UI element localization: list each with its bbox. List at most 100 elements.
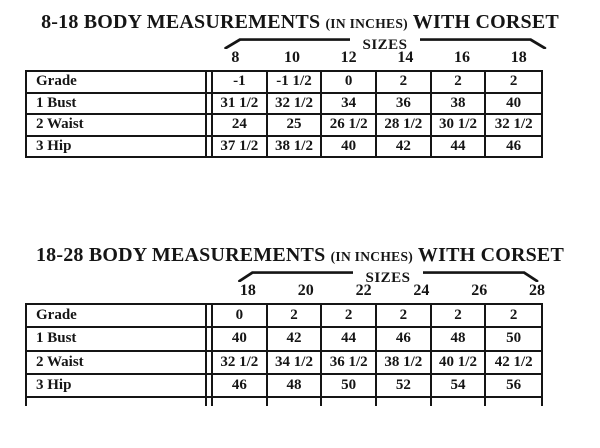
size-column-header: 22 [355, 282, 372, 299]
value-cell: 30 1/2 [431, 115, 487, 137]
value-cell: -1 [213, 72, 268, 94]
double-rule-spacer [207, 136, 213, 156]
value-cell: 56 [506, 376, 522, 393]
value-cell: 44 [432, 136, 487, 156]
table2-title-paren: (IN INCHES) [330, 249, 414, 264]
cutoff-row-stub [320, 398, 322, 406]
value-cell: 36 [377, 93, 432, 115]
measurement-table-1: Grade -1 -1 1/2 0 2 2 2 1 Bust 31 1/2 32… [25, 70, 543, 158]
table2-sizes-label: SIZES [365, 269, 411, 286]
value-cell: 38 1/2 [377, 351, 432, 375]
value-cell: 2 [322, 305, 377, 329]
double-rule-spacer [207, 305, 213, 329]
measurement-table-2: Grade 0 2 2 2 2 2 1 Bust 40 42 44 46 48 … [25, 303, 543, 398]
value-cell: -1 1/2 [267, 72, 323, 94]
value-cell: 32 1/2 [267, 93, 323, 115]
row-label-cell: Grade [27, 305, 207, 329]
double-rule-spacer [207, 93, 213, 115]
size-column-header: 8 [231, 49, 240, 66]
cutoff-row-stub [375, 398, 377, 406]
size-column-header: 20 [297, 282, 314, 299]
table1-title-paren: (IN INCHES) [325, 16, 408, 31]
table1-size-headers: 8 10 12 14 16 18 [207, 49, 547, 67]
brace-left-line [224, 38, 351, 49]
value-cell: 32 1/2 [486, 115, 541, 137]
value-cell: 48 [431, 328, 487, 352]
row-label-cell: Grade [27, 72, 207, 94]
table2-size-headers: 18 20 22 24 26 28 [219, 282, 566, 300]
value-cell: 50 [486, 328, 541, 352]
double-rule-spacer [207, 72, 213, 94]
value-cell: 0 [322, 72, 377, 94]
table2-title-suffix: WITH CORSET [417, 244, 565, 266]
table1-title-suffix: WITH CORSET [412, 11, 559, 33]
value-cell: 28 1/2 [377, 115, 432, 137]
value-cell: 26 1/2 [322, 115, 377, 137]
value-cell: 40 [486, 94, 541, 115]
value-cell: 2 [486, 72, 541, 94]
value-cell: 42 [377, 136, 432, 156]
row-label-cell: 1 Bust [27, 328, 207, 352]
cutoff-row-stub [484, 398, 486, 406]
table1-sizes-label: SIZES [362, 36, 408, 53]
table1-title-main: 8-18 BODY MEASUREMENTS [41, 11, 321, 33]
brace-right-line [422, 271, 539, 282]
size-column-header: 24 [413, 282, 430, 299]
size-column-header: 12 [340, 49, 357, 66]
double-rule-spacer [207, 374, 213, 396]
size-column-header: 18 [239, 282, 256, 299]
table1-sizes-brace: SIZES [222, 36, 548, 53]
value-cell: 38 1/2 [268, 136, 323, 156]
size-column-header: 10 [284, 49, 300, 66]
table1-title: 8-18 BODY MEASUREMENTS (IN INCHES) WITH … [0, 11, 600, 34]
size-column-header: 18 [510, 49, 527, 66]
table2-sizes-brace: SIZES [236, 269, 540, 286]
cutoff-row-stub [211, 398, 213, 406]
value-cell: 40 [322, 136, 377, 156]
cutoff-row-stub [205, 398, 207, 406]
table2-title-main: 18-28 BODY MEASUREMENTS [35, 244, 326, 266]
value-cell: 2 [267, 305, 323, 329]
value-cell: 2 [431, 72, 487, 94]
value-cell: 34 [322, 93, 377, 115]
brace-left-line [237, 271, 354, 282]
value-cell: 46 [213, 374, 268, 396]
value-cell: 44 [322, 328, 377, 352]
row-label-cell: 3 Hip [27, 374, 207, 396]
value-cell: 0 [213, 305, 268, 329]
table2-title: 18-28 BODY MEASUREMENTS (IN INCHES) WITH… [0, 244, 600, 267]
cutoff-row-stub [430, 398, 432, 406]
value-cell: 36 1/2 [322, 351, 377, 375]
row-label-cell: 2 Waist [27, 351, 207, 375]
value-cell: 42 [267, 328, 323, 352]
value-cell: 50 [322, 374, 377, 396]
value-cell: 52 [377, 374, 432, 396]
value-cell: 31 1/2 [213, 93, 268, 115]
value-cell: 32 1/2 [213, 351, 268, 375]
cutoff-row-stub [266, 398, 268, 406]
value-cell: 40 1/2 [431, 351, 487, 375]
double-rule-spacer [207, 115, 213, 137]
row-label-cell: 2 Waist [27, 115, 207, 137]
value-cell: 2 [377, 72, 432, 94]
value-cell: 46 [377, 328, 432, 352]
cutoff-row-stub [541, 398, 543, 406]
value-cell: 46 [506, 137, 522, 154]
value-cell: 37 1/2 [213, 136, 268, 156]
row-label-cell: 3 Hip [27, 136, 207, 156]
value-cell: 25 [267, 115, 323, 137]
value-cell: 38 [431, 93, 487, 115]
size-column-header: 28 [529, 282, 546, 299]
brace-right-line [419, 38, 546, 49]
value-cell: 54 [432, 374, 487, 396]
value-cell: 2 [486, 305, 541, 329]
size-column-header: 16 [454, 49, 471, 66]
value-cell: 2 [377, 305, 432, 329]
value-cell: 42 1/2 [486, 352, 541, 375]
size-column-header: 26 [471, 282, 488, 299]
value-cell: 40 [213, 328, 268, 352]
double-rule-spacer [207, 328, 213, 352]
double-rule-spacer [207, 351, 213, 375]
value-cell: 48 [268, 374, 323, 396]
